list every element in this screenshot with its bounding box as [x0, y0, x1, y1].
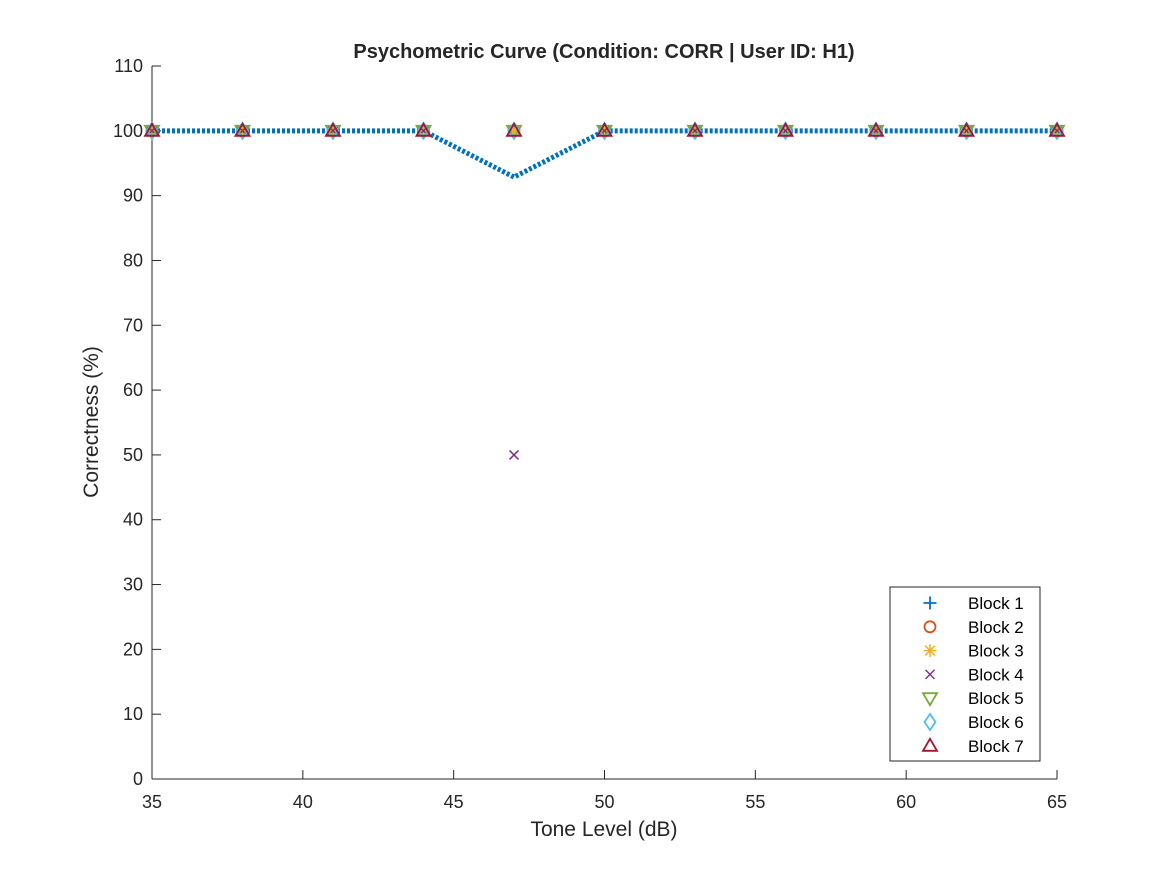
legend-marker — [923, 712, 937, 732]
data-point-marker — [414, 122, 433, 137]
legend-label: Block 3 — [968, 642, 1024, 661]
x-tick-label: 40 — [293, 792, 313, 812]
data-point-marker — [233, 122, 252, 137]
legend-entry: Block 2 — [923, 618, 1024, 637]
x-tick-label: 35 — [142, 792, 162, 812]
series-6 — [145, 121, 1064, 141]
data-point-marker — [324, 122, 342, 137]
data-point-marker — [507, 121, 521, 141]
y-tick-label: 60 — [123, 380, 143, 400]
x-tick-label: 50 — [594, 792, 614, 812]
data-point-marker — [143, 122, 161, 137]
data-point-marker — [508, 449, 520, 460]
data-point-marker — [1048, 122, 1066, 137]
y-tick-label: 30 — [123, 575, 143, 595]
x-tick-label: 55 — [745, 792, 765, 812]
y-tick-label: 40 — [123, 510, 143, 530]
data-point-marker — [1050, 121, 1064, 141]
legend-label: Block 7 — [968, 737, 1024, 756]
x-tick-label: 60 — [896, 792, 916, 812]
y-tick-label: 70 — [123, 315, 143, 335]
y-axis-label: Correctness (%) — [80, 346, 103, 498]
legend-box — [889, 586, 1041, 762]
legend-label: Block 1 — [968, 594, 1024, 613]
x-axis-label: Tone Level (dB) — [530, 818, 677, 841]
data-point-marker — [143, 124, 161, 140]
legend-entry: Block 1 — [923, 594, 1024, 613]
mean-line-layer — [152, 128, 1057, 180]
data-point-marker — [867, 122, 885, 137]
data-point-marker — [869, 121, 883, 141]
axes: 35 40 45 50 55 60 65 0 10 20 30 40 50 60 70 80 90 100 110 — [113, 56, 1067, 812]
data-point-marker — [776, 122, 795, 137]
data-point-marker — [505, 124, 523, 140]
legend-marker — [921, 737, 939, 752]
data-point-marker — [414, 124, 433, 140]
legend-label: Block 6 — [968, 713, 1024, 732]
legend-label: Block 5 — [968, 689, 1024, 708]
y-tick-label: 50 — [123, 445, 143, 465]
markers — [143, 121, 1066, 460]
data-point-marker — [686, 122, 704, 137]
data-point-marker — [505, 122, 523, 137]
data-point-marker — [1048, 124, 1066, 140]
legend: Block 1 Block 2 Block 3 Block 4 Block 5 Block… — [889, 586, 1041, 762]
data-point-marker — [595, 122, 614, 137]
legend-marker — [924, 669, 936, 680]
y-tick-label: 20 — [123, 639, 143, 659]
legend-entry: Block 5 — [921, 689, 1024, 708]
legend-marker — [923, 596, 937, 610]
y-tick-label: 0 — [133, 769, 143, 789]
data-point-marker — [235, 121, 250, 141]
legend-label: Block 2 — [968, 618, 1024, 637]
series-5 — [143, 124, 1066, 140]
data-point-marker — [597, 121, 612, 141]
data-point-marker — [324, 124, 342, 140]
y-tick-label: 90 — [123, 186, 143, 206]
data-point-marker — [145, 121, 159, 141]
legend-marker — [923, 620, 937, 634]
mean-correctness-line — [152, 128, 1057, 180]
data-point-marker — [416, 121, 431, 141]
data-point-marker — [233, 124, 252, 140]
legend-label: Block 4 — [968, 665, 1024, 684]
x-tick-label: 65 — [1047, 792, 1067, 812]
data-point-marker — [507, 124, 521, 138]
y-tick-label: 100 — [113, 121, 143, 141]
x-tick-label: 45 — [444, 792, 464, 812]
data-point-marker — [778, 121, 793, 141]
y-tick-label: 80 — [123, 250, 143, 270]
data-point-marker — [867, 124, 885, 140]
data-point-marker — [959, 121, 974, 141]
legend-entry: Block 7 — [921, 737, 1024, 756]
y-tick-label: 110 — [114, 56, 143, 76]
data-point-marker — [776, 124, 795, 140]
series-4 — [146, 125, 1063, 460]
chart-title: Psychometric Curve (Condition: CORR | Us… — [353, 41, 854, 63]
legend-entry: Block 6 — [923, 712, 1024, 732]
data-point-marker — [957, 122, 976, 137]
data-point-marker — [595, 124, 614, 140]
data-point-marker — [326, 121, 340, 141]
legend-marker — [923, 644, 937, 658]
legend-marker — [921, 692, 939, 707]
data-point-marker — [686, 124, 704, 140]
legend-entry: Block 3 — [923, 642, 1024, 661]
series-7 — [143, 122, 1066, 137]
y-tick-label: 10 — [123, 704, 143, 724]
data-point-marker — [957, 124, 976, 140]
legend-entry: Block 4 — [924, 665, 1024, 684]
data-point-marker — [688, 121, 702, 141]
